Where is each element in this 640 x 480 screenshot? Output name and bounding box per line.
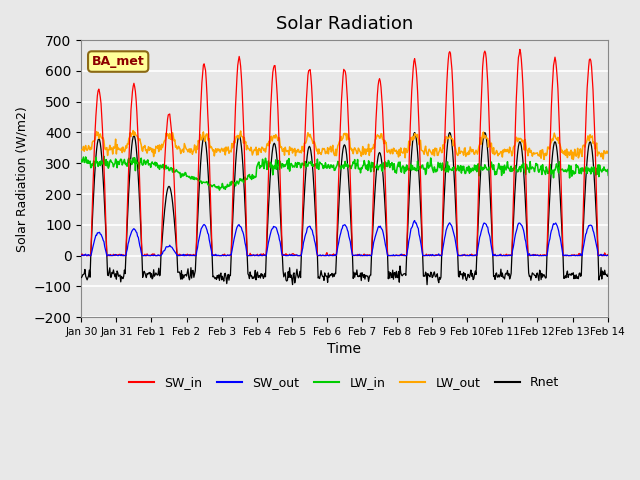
X-axis label: Time: Time [328,342,362,357]
Text: BA_met: BA_met [92,55,145,68]
Title: Solar Radiation: Solar Radiation [276,15,413,33]
Legend: SW_in, SW_out, LW_in, LW_out, Rnet: SW_in, SW_out, LW_in, LW_out, Rnet [124,371,564,394]
Y-axis label: Solar Radiation (W/m2): Solar Radiation (W/m2) [15,106,28,252]
